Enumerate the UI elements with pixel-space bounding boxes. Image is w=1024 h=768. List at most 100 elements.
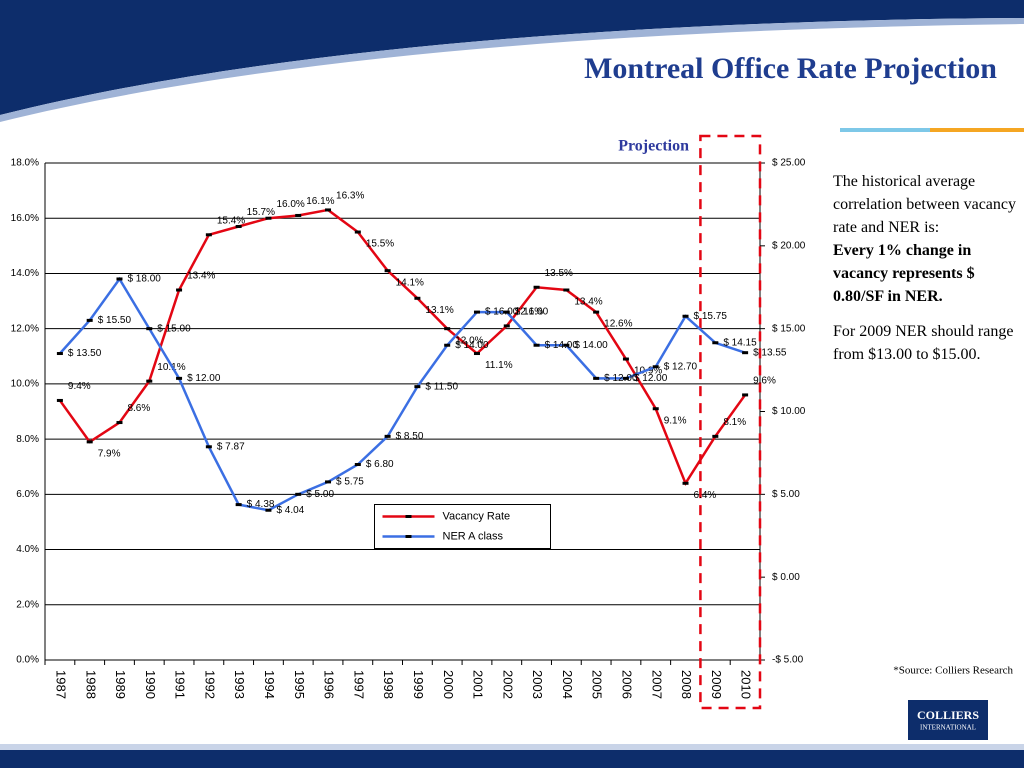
x-tick-label: 2008 [679, 670, 694, 699]
legend-label: NER A class [443, 530, 504, 542]
x-tick-label: 1997 [351, 670, 366, 699]
point-marker [444, 343, 451, 347]
point-marker [652, 407, 659, 411]
point-marker [563, 288, 570, 292]
data-label: 15.4% [217, 215, 245, 226]
point-marker [235, 503, 242, 507]
point-marker [235, 225, 242, 229]
y-tick-label: 6.0% [16, 489, 39, 500]
point-marker [384, 434, 391, 438]
y2-tick-label: $ 20.00 [772, 240, 806, 251]
x-tick-label: 2002 [500, 670, 515, 699]
logo-text: INTERNATIONAL [920, 724, 976, 732]
point-marker [533, 343, 540, 347]
point-marker [86, 440, 93, 444]
data-label: $ 15.00 [157, 323, 191, 334]
data-label: $ 11.50 [425, 381, 458, 392]
header-band [0, 0, 1024, 115]
data-label: $ 4.04 [276, 505, 304, 516]
data-label: 8.6% [127, 403, 150, 414]
point-marker [473, 352, 480, 356]
x-tick-label: 1990 [143, 670, 158, 699]
data-label: 9.4% [68, 381, 91, 392]
point-marker [593, 310, 600, 314]
data-label: $ 14.15 [723, 337, 757, 348]
y-tick-label: 10.0% [11, 379, 39, 390]
x-tick-label: 1994 [262, 670, 277, 699]
point-marker [622, 376, 629, 380]
point-marker [354, 230, 361, 234]
data-label: 6.4% [694, 490, 717, 501]
y-tick-label: 0.0% [16, 655, 39, 666]
data-label: 15.7% [247, 207, 275, 218]
footer-stripe [0, 744, 1024, 750]
data-label: $ 15.75 [694, 311, 728, 322]
point-marker [652, 365, 659, 369]
point-marker [622, 357, 629, 361]
data-label: $ 7.87 [217, 441, 245, 452]
notes: The historical average correlation betwe… [833, 170, 1018, 378]
source: *Source: Colliers Research [893, 665, 1013, 677]
point-marker [325, 208, 332, 212]
y-tick-label: 2.0% [16, 599, 39, 610]
point-marker [503, 310, 510, 314]
projection-box [699, 134, 762, 710]
logo-text: COLLIERS [917, 708, 979, 722]
data-label: $ 5.75 [336, 477, 364, 488]
data-label: 13.4% [574, 297, 602, 308]
legend-box [374, 504, 551, 549]
point-marker [205, 233, 212, 237]
x-tick-label: 2005 [590, 670, 605, 699]
point-marker [56, 398, 63, 402]
data-label: $ 14.00 [455, 340, 489, 351]
data-label: 16.1% [306, 196, 334, 207]
data-label: 12.1% [515, 307, 543, 318]
point-marker [682, 481, 689, 485]
point-marker [295, 492, 302, 496]
x-tick-label: 2006 [620, 670, 635, 699]
x-tick-label: 2003 [530, 670, 545, 699]
data-label: $ 4.38 [247, 499, 275, 510]
data-label: 14.1% [396, 277, 424, 288]
data-label: $ 14.00 [574, 340, 608, 351]
logo-box [908, 700, 988, 740]
y2-tick-label: -$ 5.00 [772, 655, 804, 666]
note-intro: The historical average correlation betwe… [833, 173, 1017, 236]
x-tick-label: 2010 [739, 670, 754, 699]
x-tick-label: 2000 [441, 670, 456, 699]
accent [930, 128, 1024, 132]
point-marker [354, 463, 361, 467]
point-marker [563, 343, 570, 347]
y2-tick-label: $ 10.00 [772, 406, 806, 417]
x-tick-label: 1996 [322, 670, 337, 699]
legend-marker [405, 535, 412, 538]
y2-tick-label: $ 0.00 [772, 572, 800, 583]
data-label: $ 8.50 [396, 431, 424, 442]
x-tick-label: 1998 [381, 670, 396, 699]
point-marker [384, 269, 391, 273]
data-label: 13.4% [187, 271, 215, 282]
x-tick-label: 1987 [53, 670, 68, 699]
data-label: 13.1% [425, 305, 453, 316]
point-marker [116, 421, 123, 425]
data-label: 15.5% [366, 239, 394, 250]
note-emphasis: Every 1% change in vacancy represents $ … [833, 242, 975, 305]
y-tick-label: 14.0% [11, 268, 39, 279]
y2-tick-label: $ 25.00 [772, 158, 806, 169]
point-marker [205, 445, 212, 449]
y2-tick-label: $ 15.00 [772, 323, 806, 334]
x-tick-label: 1992 [202, 670, 217, 699]
data-label: 12.0% [455, 335, 483, 346]
point-marker [742, 351, 749, 355]
point-marker [682, 314, 689, 318]
point-marker [265, 216, 272, 220]
point-marker [325, 480, 332, 484]
data-label: 16.0% [276, 199, 304, 210]
footer-band [0, 750, 1024, 768]
legend-marker [405, 515, 412, 518]
note-forecast: For 2009 NER should range from $13.00 to… [833, 323, 1014, 363]
x-tick-label: 1999 [411, 670, 426, 699]
point-marker [593, 376, 600, 380]
data-label: $ 16.00 [515, 307, 549, 318]
